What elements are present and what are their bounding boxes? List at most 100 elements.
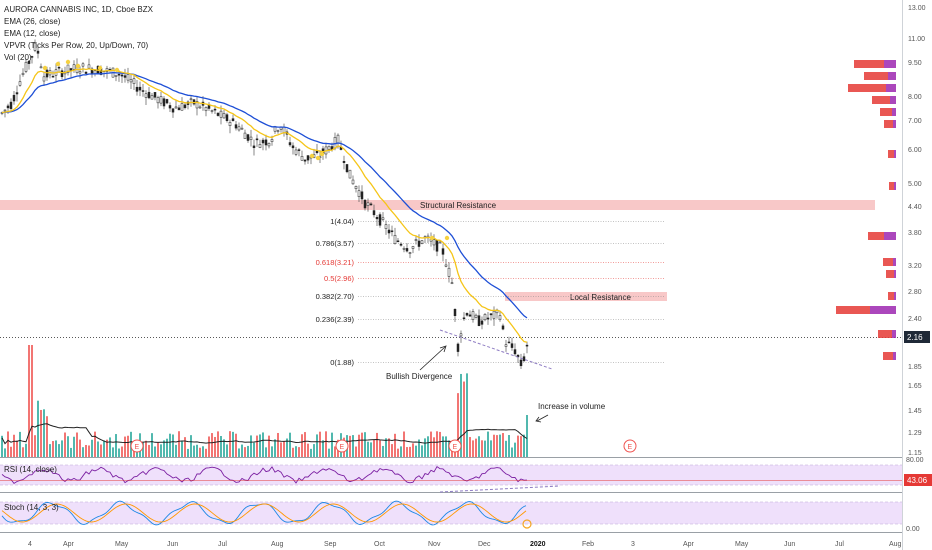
signal-dot xyxy=(75,63,81,69)
local-resistance-label: Local Resistance xyxy=(570,293,631,302)
volume-bar xyxy=(25,443,27,457)
stoch-label: Stoch (14, 3, 3) xyxy=(4,503,59,512)
price-tick-label: 4.40 xyxy=(908,204,922,211)
earnings-marker-label: E xyxy=(628,444,633,451)
earnings-marker-label: E xyxy=(453,444,458,451)
rsi-label: RSI (14, close) xyxy=(4,465,57,474)
candle-body xyxy=(168,105,172,109)
volume-bar xyxy=(484,440,486,457)
candle-body xyxy=(354,185,358,190)
volume-bar xyxy=(250,435,252,457)
volume-bar xyxy=(175,444,177,457)
earnings-marker-circle[interactable] xyxy=(335,439,349,453)
time-axis[interactable]: 4 Apr May Jun Jul Aug Sep Oct Nov Dec 2020 Feb 3 Apr M… xyxy=(28,541,902,548)
volume-bar xyxy=(229,431,231,457)
candle-body xyxy=(468,314,472,317)
time-tick-label: Aug xyxy=(271,541,284,548)
candle-body xyxy=(519,359,523,367)
candle-body xyxy=(288,142,292,146)
volume-bar xyxy=(61,440,63,457)
candle-body xyxy=(120,74,124,77)
rsi-line xyxy=(1,465,528,484)
candle-body xyxy=(213,108,217,111)
candle-body xyxy=(474,314,478,318)
volume-bar xyxy=(160,444,162,457)
volume-bar xyxy=(397,448,399,457)
signal-dot xyxy=(429,235,435,241)
rsi-value-badge: 43.06 xyxy=(904,474,932,486)
volume-bar xyxy=(79,439,81,457)
volume-bar xyxy=(430,431,432,457)
time-tick-label: Dec xyxy=(478,541,491,548)
time-tick-label: Oct xyxy=(374,541,385,548)
volume-bar xyxy=(67,436,69,457)
vpvr-up-bar xyxy=(893,258,896,266)
volume-bar xyxy=(274,439,276,457)
volume-bar xyxy=(466,373,468,457)
candle-body xyxy=(66,64,70,73)
price-tick-label: 3.80 xyxy=(908,230,922,237)
volume-bar xyxy=(103,440,105,457)
volume-bar xyxy=(220,436,222,457)
volume-bar xyxy=(421,445,423,457)
fib-level-label: 0(1.88) xyxy=(330,358,354,367)
candle-body xyxy=(357,190,361,197)
volume-bars xyxy=(1,345,528,457)
vpvr-down-bar xyxy=(886,270,894,278)
volume-bar xyxy=(352,435,354,457)
candle-body xyxy=(333,137,337,149)
candle-body xyxy=(51,75,55,78)
vpvr-down-bar xyxy=(888,292,894,300)
candle-body xyxy=(405,248,409,252)
volume-bar xyxy=(4,448,6,457)
candle-body xyxy=(306,155,310,161)
vpvr-down-bar xyxy=(883,258,893,266)
vpvr-down-bar xyxy=(854,60,884,68)
vpvr-up-bar xyxy=(890,96,896,104)
chart-legend[interactable]: AURORA CANNABIS INC, 1D, Cboe BZX EMA (2… xyxy=(4,5,154,62)
candle-body xyxy=(507,341,511,344)
volume-bar xyxy=(88,445,90,457)
vpvr-up-bar xyxy=(894,150,896,158)
candle-body xyxy=(483,314,487,321)
vpvr-up-bar xyxy=(893,120,896,128)
volume-bar xyxy=(499,434,501,457)
price-axis[interactable]: 13.00 11.00 9.50 8.00 7.00 6.00 5.00 4.40 3.80 3.… xyxy=(908,5,926,457)
volume-bar xyxy=(292,447,294,457)
time-tick-label: Jun xyxy=(167,541,178,548)
candle-body xyxy=(150,95,154,100)
volume-bar xyxy=(58,444,60,457)
volume-bar xyxy=(520,436,522,457)
vpvr-up-bar xyxy=(884,60,896,68)
volume-bar xyxy=(301,434,303,457)
volume-bar xyxy=(172,434,174,457)
candle-body xyxy=(234,124,238,129)
ema-12-line xyxy=(1,68,528,343)
candle-body xyxy=(480,320,484,325)
time-tick-label: Jul xyxy=(835,541,844,548)
svg-text:2.16: 2.16 xyxy=(907,333,923,342)
price-tick-label: 1.65 xyxy=(908,383,922,390)
volume-bar xyxy=(367,441,369,457)
fib-level-label: 1(4.04) xyxy=(330,217,354,226)
volume-bar xyxy=(16,440,18,457)
candle-body xyxy=(396,240,400,243)
volume-bar xyxy=(505,440,507,457)
candle-body xyxy=(57,66,61,69)
volume-bar xyxy=(349,435,351,457)
structural-resistance-zone[interactable] xyxy=(0,200,875,210)
earnings-marker-circle[interactable] xyxy=(623,439,637,453)
volume-bar xyxy=(358,434,360,457)
volume-bar xyxy=(181,440,183,457)
fib-retracement[interactable]: 1(4.04) 0.786(3.57) 0.618(3.21) 0.5(2.96) 0.… xyxy=(316,217,664,367)
candle-body xyxy=(222,113,226,119)
candle-body xyxy=(327,145,331,150)
vpvr-down-bar xyxy=(872,96,890,104)
price-tick-label: 8.00 xyxy=(908,94,922,101)
earnings-marker-circle[interactable] xyxy=(130,439,144,453)
volume-bar xyxy=(70,447,72,457)
candle-body xyxy=(138,86,142,91)
earnings-marker-circle[interactable] xyxy=(448,439,462,453)
